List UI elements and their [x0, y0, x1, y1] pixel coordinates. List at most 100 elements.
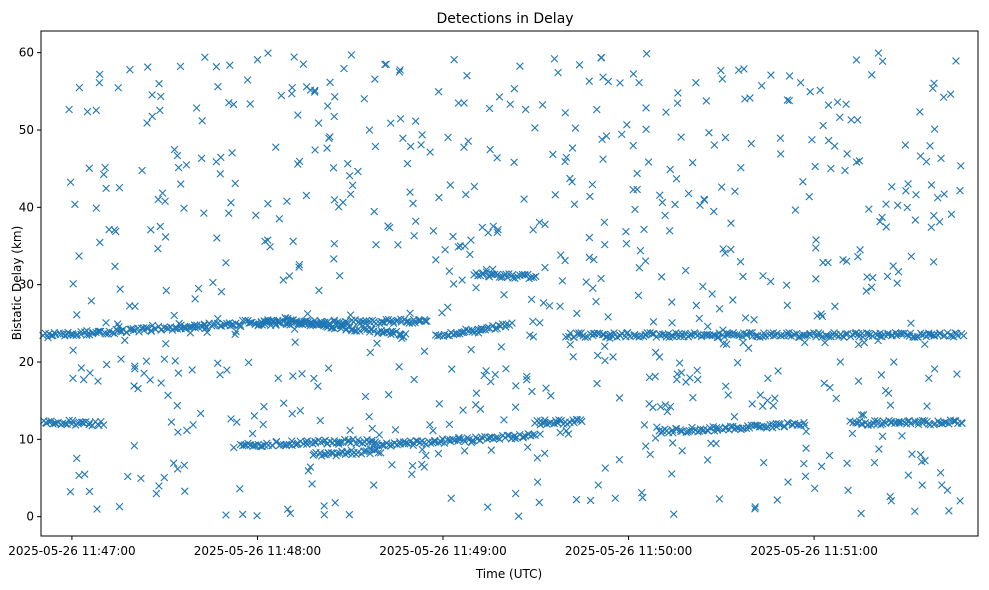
data-point: [641, 257, 650, 265]
data-point: [429, 426, 437, 435]
y-axis: 0 10 20 30 40 50 60: [19, 46, 41, 524]
data-point: [68, 416, 77, 425]
data-point: [586, 496, 595, 505]
data-point: [227, 415, 235, 423]
data-point: [688, 426, 696, 435]
x-tick-label: 2025-05-26 11:51:00: [750, 544, 877, 558]
data-point: [533, 454, 542, 462]
data-point: [502, 364, 510, 373]
data-point: [710, 141, 719, 149]
data-point: [668, 319, 676, 327]
data-point: [800, 338, 809, 347]
data-point: [494, 225, 502, 234]
data-point: [117, 355, 125, 363]
data-point: [819, 258, 827, 267]
data-point: [898, 432, 906, 440]
data-point: [863, 273, 871, 281]
data-point: [934, 417, 942, 425]
data-point: [347, 51, 356, 59]
data-point: [904, 180, 912, 188]
data-point: [486, 377, 495, 386]
data-point: [248, 429, 257, 438]
data-point: [277, 91, 286, 100]
data-point: [601, 464, 610, 472]
data-point: [441, 245, 449, 254]
data-point: [842, 100, 850, 109]
data-point: [640, 421, 649, 429]
data-point: [459, 406, 467, 414]
data-point: [489, 435, 498, 443]
data-point: [283, 505, 292, 513]
data-point: [102, 184, 110, 193]
data-point: [717, 183, 726, 191]
data-point: [631, 205, 639, 214]
data-point: [656, 403, 665, 411]
data-point: [246, 318, 255, 327]
data-point: [747, 139, 756, 148]
data-point: [910, 333, 919, 341]
data-point: [148, 321, 157, 330]
data-point: [824, 101, 833, 109]
data-point: [887, 182, 896, 191]
data-point: [785, 96, 794, 105]
data-point: [774, 367, 782, 375]
data-point: [404, 317, 413, 325]
data-point: [447, 365, 456, 373]
data-point: [310, 316, 319, 325]
data-point: [493, 154, 501, 162]
data-point: [709, 331, 718, 339]
data-point: [550, 55, 559, 63]
data-point: [764, 374, 772, 383]
data-point: [543, 420, 551, 428]
data-point: [130, 382, 138, 390]
data-point: [326, 78, 334, 87]
data-point: [609, 353, 617, 361]
data-point: [65, 105, 73, 114]
data-point: [173, 151, 182, 160]
data-point: [457, 328, 466, 337]
data-point: [539, 299, 548, 307]
data-point: [230, 443, 238, 452]
data-point: [368, 424, 377, 433]
data-point: [726, 422, 735, 431]
data-point: [366, 348, 375, 357]
data-point: [927, 223, 936, 232]
data-point: [522, 375, 531, 384]
data-point: [87, 297, 96, 305]
data-point: [795, 420, 803, 429]
data-point: [805, 192, 814, 201]
data-point: [684, 189, 693, 198]
data-point: [653, 423, 661, 431]
data-point: [819, 121, 827, 130]
data-point: [688, 158, 697, 167]
data-point: [299, 60, 308, 68]
data-point: [486, 145, 494, 154]
data-point: [912, 190, 920, 199]
data-point: [212, 157, 221, 166]
data-point: [348, 181, 357, 190]
data-point: [450, 55, 458, 64]
data-point: [143, 63, 152, 71]
data-point: [174, 163, 183, 172]
data-point: [160, 355, 169, 363]
data-point: [599, 73, 607, 81]
data-point: [454, 99, 463, 107]
data-point: [508, 319, 516, 327]
data-point: [421, 317, 430, 326]
data-point: [568, 178, 576, 186]
data-point: [449, 232, 457, 241]
data-point: [72, 310, 81, 319]
data-point: [516, 62, 524, 70]
data-point: [238, 510, 247, 519]
data-point: [615, 455, 624, 464]
data-point: [485, 104, 494, 113]
data-point: [529, 273, 538, 282]
data-point: [952, 57, 960, 65]
data-point: [843, 459, 851, 468]
data-point: [435, 193, 443, 202]
data-point: [310, 88, 319, 96]
data-point: [330, 255, 338, 263]
data-point: [346, 190, 355, 199]
data-point: [635, 263, 644, 272]
data-point: [406, 142, 415, 151]
